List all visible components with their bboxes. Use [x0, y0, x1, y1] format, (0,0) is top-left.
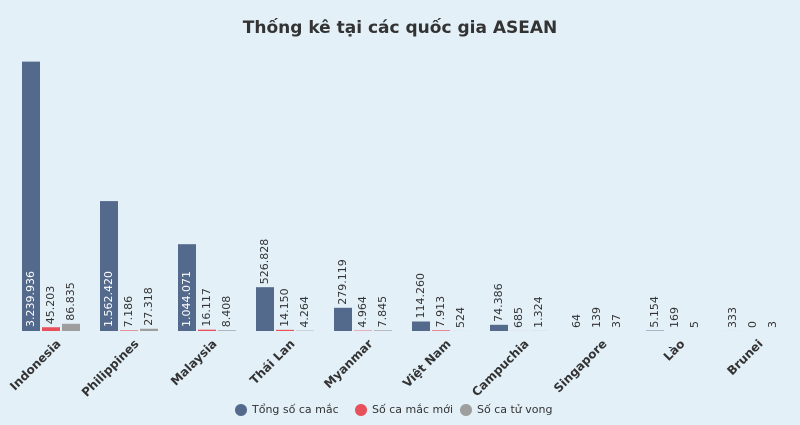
bar: [198, 329, 216, 331]
bar: [120, 330, 138, 331]
legend-marker: [460, 404, 472, 416]
bar: [140, 328, 158, 331]
value-label: 524: [454, 307, 467, 328]
value-label: 114.260: [414, 273, 427, 319]
value-label: 1.324: [532, 296, 545, 328]
value-label: 4.264: [298, 296, 311, 328]
bar: [100, 201, 118, 331]
bar: [62, 323, 80, 331]
value-label: 45.203: [44, 286, 57, 325]
legend-label: Tổng số ca mắc: [251, 403, 339, 416]
bar: [178, 244, 196, 331]
value-label: 3.239.936: [24, 271, 37, 327]
value-label: 279.119: [336, 259, 349, 305]
bar: [334, 307, 352, 331]
bar: [276, 329, 294, 331]
value-label: 37: [610, 314, 623, 328]
value-label: 7.186: [122, 296, 135, 328]
bar: [22, 61, 40, 331]
value-label: 139: [590, 307, 603, 328]
value-label: 7.845: [376, 296, 389, 328]
value-label: 685: [512, 307, 525, 328]
legend-marker: [235, 404, 247, 416]
value-label: 3: [766, 321, 779, 328]
bar: [490, 324, 508, 331]
value-label: 16.117: [200, 288, 213, 327]
legend-label: Số ca mắc mới: [372, 403, 453, 416]
value-label: 5: [688, 321, 701, 328]
bar: [412, 321, 430, 331]
bar: [42, 327, 60, 331]
value-label: 169: [668, 307, 681, 328]
value-label: 86.835: [64, 282, 77, 321]
value-label: 4.964: [356, 296, 369, 328]
bar: [432, 330, 450, 331]
value-label: 1.044.071: [180, 271, 193, 327]
value-label: 333: [726, 307, 739, 328]
legend-label: Số ca tử vong: [477, 403, 552, 416]
bar: [256, 287, 274, 331]
value-label: 0: [746, 321, 759, 328]
chart-title: Thống kê tại các quốc gia ASEAN: [243, 17, 557, 38]
value-label: 64: [570, 314, 583, 328]
bar: [218, 330, 236, 331]
legend-marker: [355, 404, 367, 416]
value-label: 1.562.420: [102, 271, 115, 327]
value-label: 5.154: [648, 296, 661, 328]
value-label: 27.318: [142, 287, 155, 326]
value-label: 14.150: [278, 288, 291, 327]
bar: [374, 330, 392, 331]
value-label: 74.386: [492, 283, 505, 322]
value-label: 7.913: [434, 296, 447, 328]
value-label: 526.828: [258, 239, 271, 285]
value-label: 8.408: [220, 296, 233, 328]
